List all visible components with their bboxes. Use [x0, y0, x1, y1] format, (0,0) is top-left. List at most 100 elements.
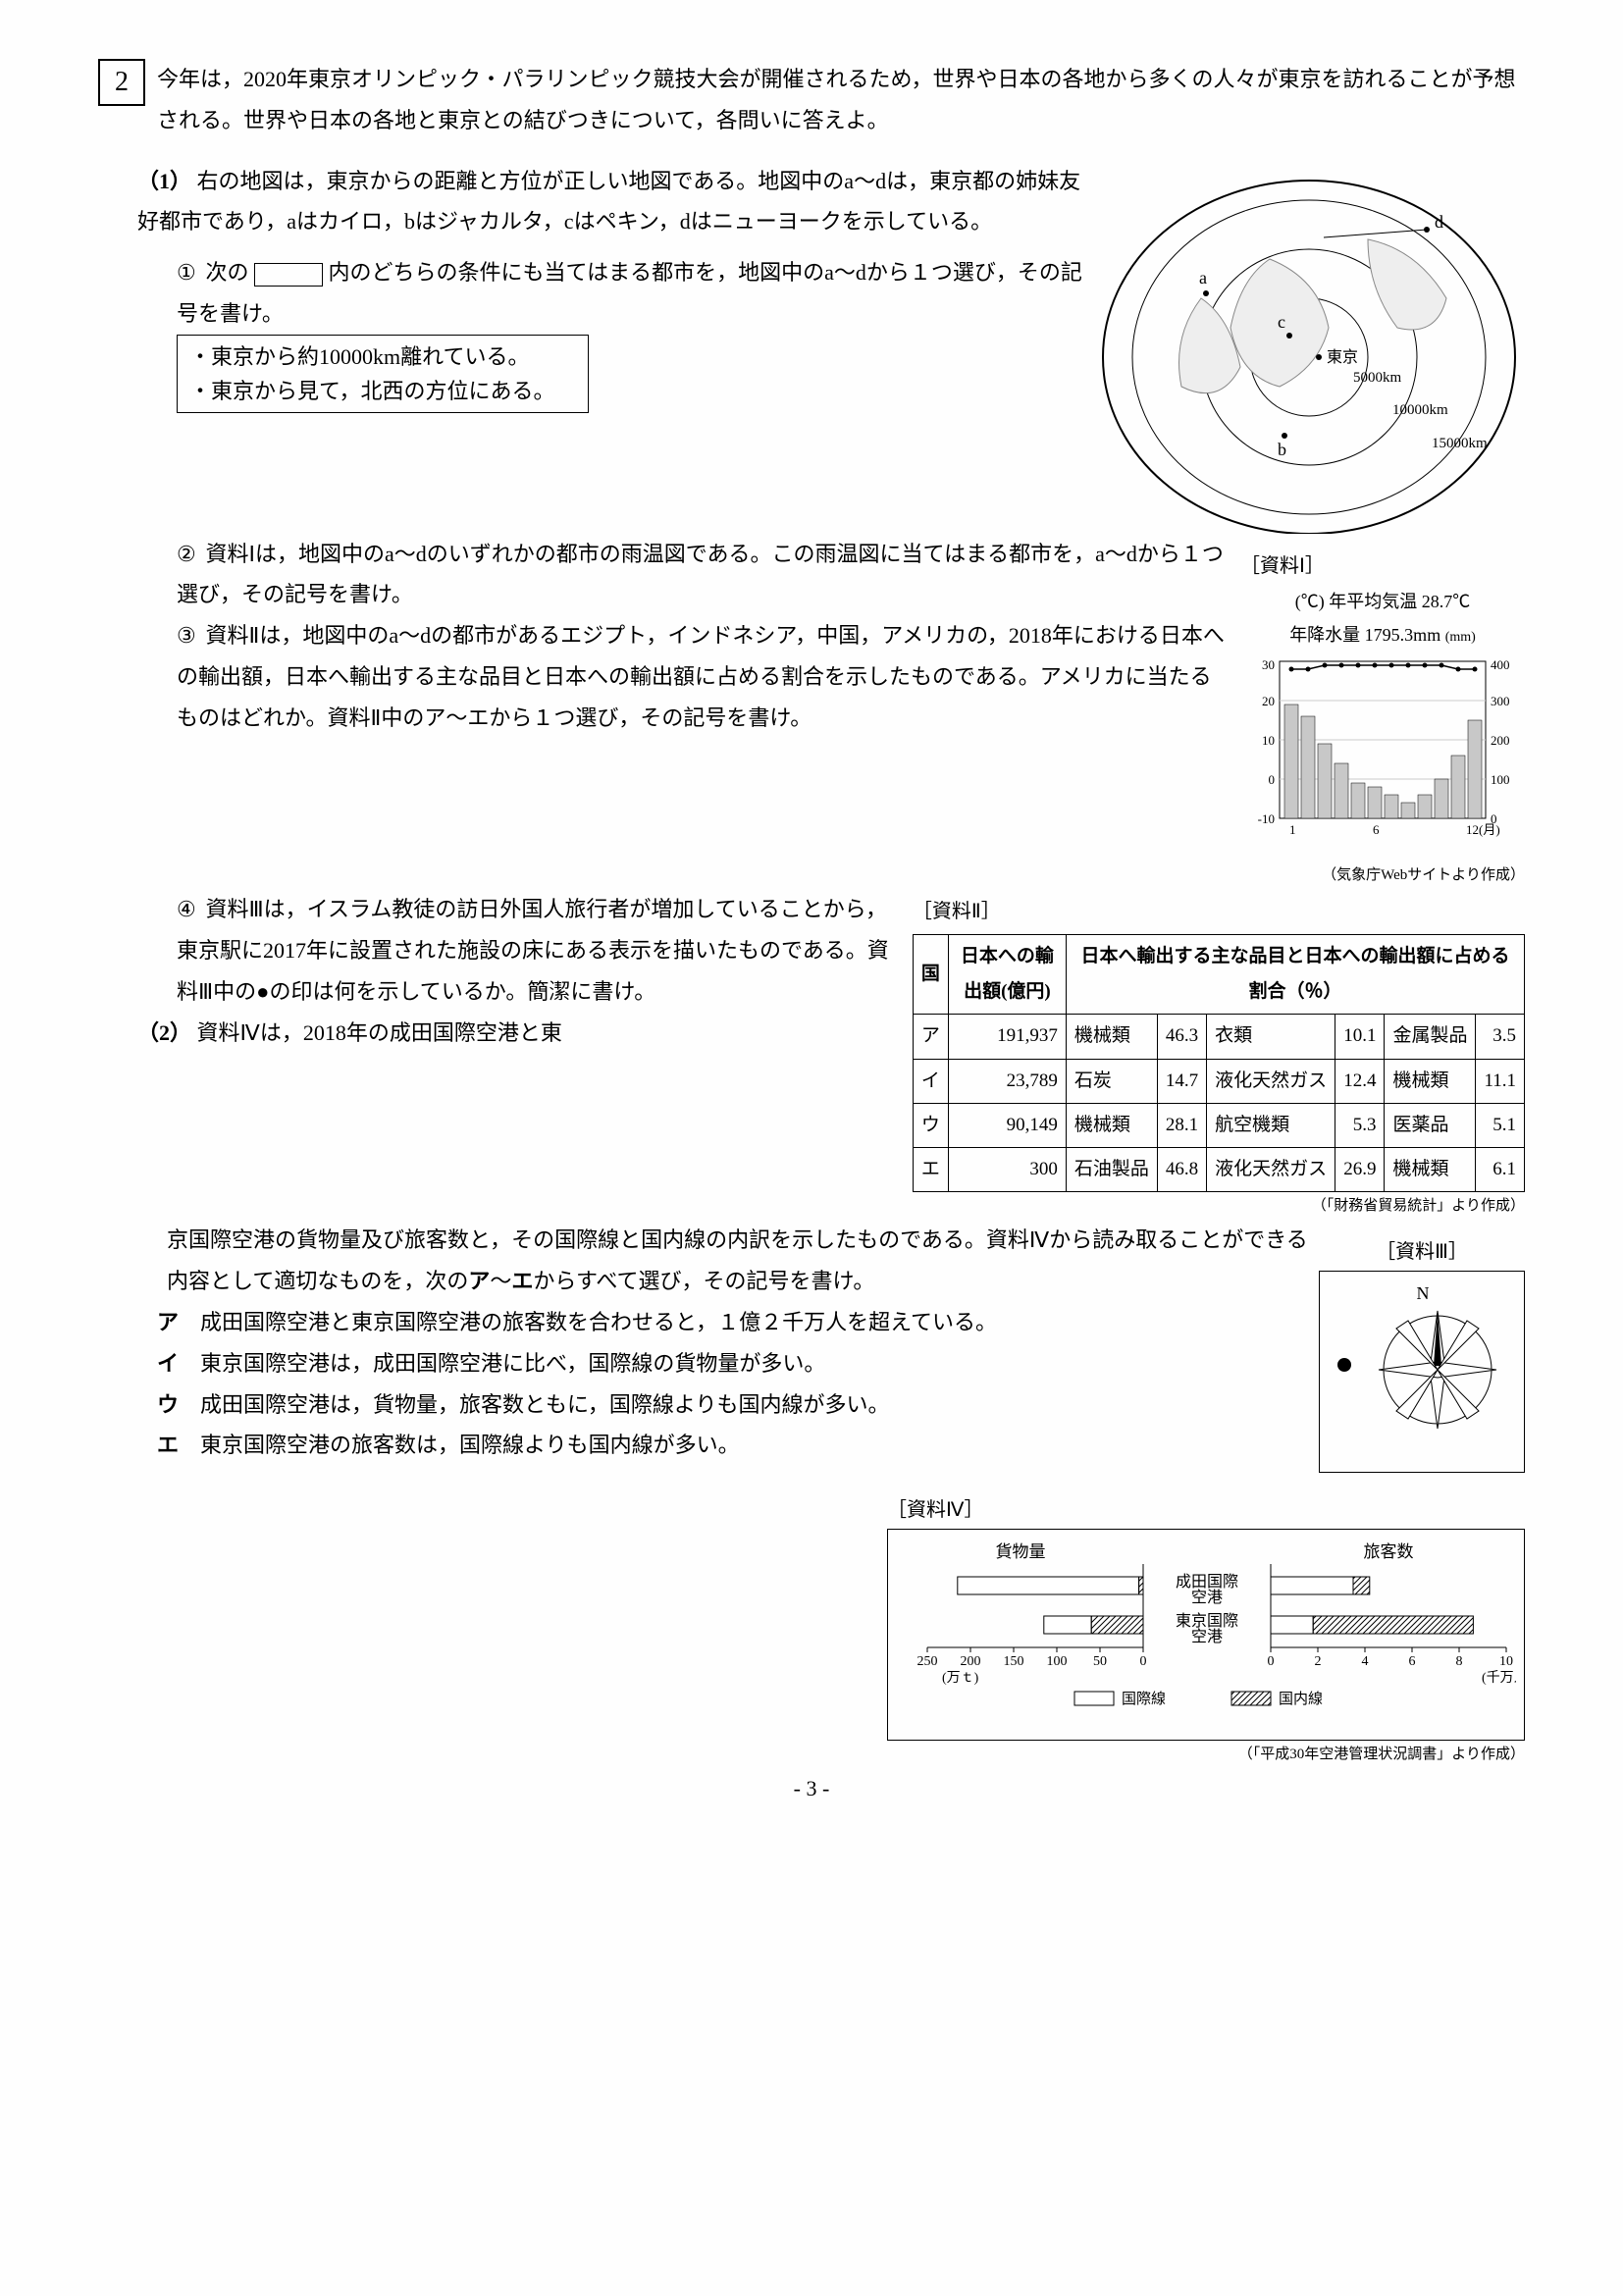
q2-label: （2） [137, 1020, 191, 1045]
svg-text:200: 200 [961, 1654, 981, 1669]
svg-text:5000km: 5000km [1353, 370, 1402, 386]
resource4-label: ［資料Ⅳ］ [887, 1491, 1525, 1529]
resource-2: ［資料Ⅱ］ 国 日本への輸出額(億円) 日本へ輸出する主な品目と日本への輸出額に… [913, 889, 1525, 1220]
svg-text:国際線: 国際線 [1122, 1691, 1166, 1707]
resource2-label: ［資料Ⅱ］ [913, 893, 1525, 930]
svg-text:10: 10 [1499, 1654, 1513, 1669]
r1-source: （気象庁Webサイトより作成） [1240, 861, 1525, 890]
svg-text:1: 1 [1289, 822, 1296, 837]
map-point-d: d [1435, 212, 1443, 232]
q1-3-num: ③ [177, 615, 200, 656]
table-row: ウ90,149 機械類28.1 航空機類5.3 医薬品5.1 [913, 1103, 1524, 1147]
svg-text:20: 20 [1262, 694, 1275, 708]
resource1-label: ［資料Ⅰ］ [1240, 548, 1525, 585]
svg-text:8: 8 [1456, 1654, 1463, 1669]
table-row: イ23,789 石炭14.7 液化天然ガス12.4 機械類11.1 [913, 1059, 1524, 1103]
svg-text:0: 0 [1269, 772, 1276, 787]
svg-text:空港: 空港 [1191, 1589, 1223, 1606]
blank-box [254, 263, 323, 287]
svg-text:100: 100 [1047, 1654, 1068, 1669]
table-row: ア191,937 機械類46.3 衣類10.1 金属製品3.5 [913, 1015, 1524, 1059]
resource2-table: 国 日本への輸出額(億円) 日本へ輸出する主な品目と日本への輸出額に占める割合（… [913, 934, 1525, 1192]
r1-precip-unit: (mm) [1445, 630, 1476, 645]
resource-4: 貨物量 旅客数 250200150100500 (万ｔ) 成田国際 空港 東京国… [887, 1529, 1525, 1741]
svg-text:10: 10 [1262, 733, 1275, 748]
choice-a-text: 成田国際空港と東京国際空港の旅客数を合わせると，１億２千万人を超えている。 [200, 1310, 997, 1334]
map-point-a: a [1199, 268, 1207, 287]
svg-text:2: 2 [1315, 1654, 1322, 1669]
map-tokyo-label: 東京 [1327, 348, 1358, 366]
svg-text:150: 150 [1004, 1654, 1024, 1669]
q1-text: 右の地図は，東京からの距離と方位が正しい地図である。地図中のa～dは，東京都の姉… [137, 169, 1080, 235]
resource-3-wrap: ［資料Ⅲ］ N [1319, 1229, 1525, 1473]
page-number: - 3 - [98, 1768, 1525, 1809]
t2-h-export: 日本への輸出額(億円) [948, 935, 1066, 1015]
q1-1-before: 次の [206, 260, 249, 285]
r4-cargo-title: 貨物量 [996, 1542, 1046, 1561]
q1-2-num: ② [177, 534, 200, 575]
question-2: （2） 資料Ⅳは，2018年の成田国際空港と東 [137, 1013, 898, 1054]
q1-2-text: 資料Ⅰは，地図中のa～dのいずれかの都市の雨温図である。この雨温図に当てはまる都… [177, 542, 1224, 607]
svg-text:400: 400 [1491, 657, 1510, 672]
black-dot-marker [1337, 1358, 1351, 1372]
q1-4-num: ④ [177, 889, 200, 930]
svg-text:0: 0 [1140, 1654, 1147, 1669]
svg-text:50: 50 [1093, 1654, 1107, 1669]
svg-text:200: 200 [1491, 733, 1510, 748]
r4-pax-title: 旅客数 [1364, 1542, 1414, 1561]
q1-1-num: ① [177, 252, 200, 293]
choice-e-label: エ [157, 1433, 179, 1457]
svg-text:30: 30 [1262, 657, 1275, 672]
svg-text:成田国際: 成田国際 [1176, 1573, 1238, 1591]
choice-u-text: 成田国際空港は，貨物量，旅客数ともに，国際線よりも国内線が多い。 [200, 1392, 889, 1417]
choice-u-label: ウ [157, 1392, 179, 1417]
r1-avg-temp: 年平均気温 28.7℃ [1329, 592, 1470, 611]
svg-text:(千万人): (千万人) [1482, 1670, 1516, 1686]
choice-e-text: 東京国際空港の旅客数は，国際線よりも国内線が多い。 [200, 1433, 740, 1457]
condition-1: ・東京から約10000km離れている。 [189, 339, 576, 374]
q1-3-text: 資料Ⅱは，地図中のa～dの都市があるエジプト，インドネシア，中国，アメリカの，2… [177, 623, 1225, 730]
r2-source: （「財務省貿易統計」より作成） [913, 1192, 1525, 1221]
question-number-box: 2 [98, 59, 145, 106]
svg-text:-10: -10 [1258, 811, 1275, 826]
svg-text:6: 6 [1373, 822, 1380, 837]
resource-3: N [1319, 1271, 1525, 1473]
r4-source: （「平成30年空港管理状況調書」より作成） [887, 1741, 1525, 1769]
svg-text:国内線: 国内線 [1279, 1691, 1323, 1707]
q1-4-text: 資料Ⅲは，イスラム教徒の訪日外国人旅行者が増加していることから，東京駅に2017… [177, 897, 889, 1004]
svg-text:(万ｔ): (万ｔ) [942, 1671, 979, 1686]
condition-2: ・東京から見て，北西の方位にある。 [189, 374, 576, 408]
compass-north: N [1417, 1283, 1430, 1303]
choice-a-label: ア [157, 1310, 179, 1334]
t2-h-items: 日本へ輸出する主な品目と日本への輸出額に占める割合（％） [1066, 935, 1524, 1015]
map-point-c: c [1278, 312, 1285, 332]
intro-text: 今年は，2020年東京オリンピック・パラリンピック競技大会が開催されるため，世界… [157, 59, 1525, 141]
svg-text:4: 4 [1362, 1654, 1369, 1669]
svg-text:10000km: 10000km [1392, 402, 1448, 418]
resource-4-wrap: ［資料Ⅳ］ 貨物量 旅客数 250200150100500 (万ｔ) 成田国際 … [887, 1487, 1525, 1768]
choice-i-label: イ [157, 1351, 179, 1376]
q1-label: （1） [137, 169, 191, 193]
svg-text:250: 250 [917, 1654, 938, 1669]
svg-text:15000km: 15000km [1432, 436, 1488, 451]
svg-text:空港: 空港 [1191, 1628, 1223, 1645]
svg-text:6: 6 [1409, 1654, 1416, 1669]
conditions-box: ・東京から約10000km離れている。 ・東京から見て，北西の方位にある。 [177, 335, 589, 413]
main-question: 2 今年は，2020年東京オリンピック・パラリンピック競技大会が開催されるため，… [98, 59, 1525, 141]
choice-i-text: 東京国際空港は，成田国際空港に比べ，国際線の貨物量が多い。 [200, 1351, 825, 1376]
r1-precip: 年降水量 1795.3mm [1289, 625, 1440, 645]
map-figure: 東京 a b c d 5000km 10000km 15000km [1093, 161, 1525, 534]
resource3-label: ［資料Ⅲ］ [1319, 1233, 1525, 1271]
question-1-4: ④ 資料Ⅲは，イスラム教徒の訪日外国人旅行者が増加していることから，東京駅に20… [177, 889, 898, 1012]
svg-text:12(月): 12(月) [1466, 822, 1500, 837]
climate-chart-svg: 30 20 10 0 -10 400 300 200 100 0 1 6 12(… [1240, 652, 1515, 848]
svg-text:東京国際: 東京国際 [1176, 1612, 1238, 1630]
svg-text:100: 100 [1491, 772, 1510, 787]
r1-temp-unit: (℃) [1295, 592, 1325, 611]
map-point-b: b [1278, 440, 1286, 459]
q2-text-start: 資料Ⅳは，2018年の成田国際空港と東 [197, 1020, 562, 1045]
svg-text:0: 0 [1268, 1654, 1275, 1669]
table-row: エ300 石油製品46.8 液化天然ガス26.9 機械類6.1 [913, 1147, 1524, 1191]
resource-1: ［資料Ⅰ］ (℃) 年平均気温 28.7℃ 年降水量 1795.3mm (mm)… [1240, 544, 1525, 890]
svg-text:300: 300 [1491, 694, 1510, 708]
